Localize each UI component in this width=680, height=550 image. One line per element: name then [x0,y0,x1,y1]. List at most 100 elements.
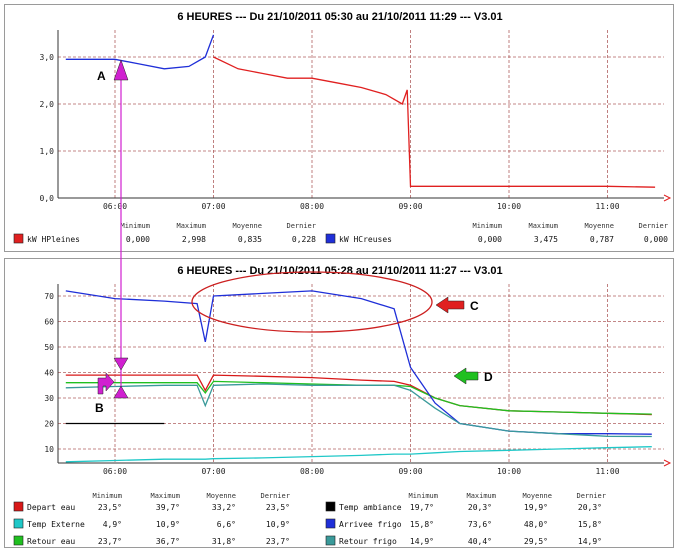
bottom-chart-frame [4,258,674,548]
stat-header: Maximum [528,222,558,230]
stat-header: Moyenne [232,222,262,230]
stat-header: Maximum [176,222,206,230]
y-tick-label: 30 [44,394,54,403]
legend-name: Retour eau [27,537,75,546]
x-tick-label: 07:00 [201,202,225,211]
stat-header: Maximum [466,492,496,500]
stat-header: Maximum [150,492,180,500]
legend-avg-value: 0,835 [238,235,262,244]
stat-header: Moyenne [522,492,552,500]
legend-last-value: 20,3° [578,503,602,512]
legend-last-value: 10,9° [266,520,290,529]
series-line-kw-hcreuses [65,34,215,70]
annotation-label-c: C [470,299,479,313]
annotations: A B C D [95,59,493,415]
legend-avg-value: 19,9° [524,503,548,512]
legend-max-value: 20,3° [468,503,492,512]
y-tick-label: 10 [44,445,54,454]
legend-swatch [325,501,336,512]
stat-header: Dernier [638,222,668,230]
stat-header: Dernier [260,492,290,500]
legend-swatch [13,501,24,512]
legend-avg-value: 48,0° [524,520,548,529]
legend-min-value: 4,9° [103,520,122,529]
legend-name: Retour frigo [339,537,397,546]
legend-swatch [13,233,24,244]
stat-header: Minimum [92,492,122,500]
legend-last-value: 23,7° [266,537,290,546]
series-line-depart-eau [65,374,652,416]
annotation-label-a: A [97,69,106,83]
legend-max-value: 3,475 [534,235,558,244]
legend-swatch [13,518,24,529]
legend-last-value: 15,8° [578,520,602,529]
legend-last-value: 23,5° [266,503,290,512]
legend-name: kW HPleines [27,235,80,244]
x-tick-label: 08:00 [300,202,324,211]
legend-min-value: 23,7° [98,537,122,546]
bottom-chart-title: 6 HEURES --- Du 21/10/2011 05:28 au 21/1… [177,265,502,277]
x-tick-label: 06:00 [103,202,127,211]
annotation-arrow-d [453,367,479,385]
bottom-chart: 06:00 07:00 08:00 09:00 10:00 11:00 10 20 30 40 50… [13,284,672,546]
legend-min-value: 14,9° [410,537,434,546]
top-chart: 06:00 07:00 08:00 09:00 10:00 11:00 0,0 1,0 2,0 3… [13,30,672,244]
y-tick-label: 1,0 [40,147,55,156]
y-tick-label: 70 [44,292,54,301]
legend-name: kW HCreuses [339,235,392,244]
top-chart-frame [4,4,674,252]
legend-max-value: 73,6° [468,520,492,529]
y-tick-label: 20 [44,420,54,429]
y-tick-label: 2,0 [40,100,55,109]
y-tick-label: 3,0 [40,53,55,62]
series-line-temp-externe [65,446,652,463]
x-tick-label: 10:00 [497,202,521,211]
x-tick-label: 06:00 [103,467,127,476]
legend-avg-value: 6,6° [217,520,236,529]
stat-header: Moyenne [584,222,614,230]
legend-name: Temp ambiance [339,503,402,512]
top-chart-title: 6 HEURES --- Du 21/10/2011 05:30 au 21/1… [177,11,502,23]
legend-max-value: 10,9° [156,520,180,529]
legend-min-value: 23,5° [98,503,122,512]
x-tick-label: 07:00 [201,467,225,476]
legend-name: Arrivee frigo [339,520,402,529]
x-tick-label: 11:00 [595,467,619,476]
legend-swatch [325,233,336,244]
legend-avg-value: 33,2° [212,503,236,512]
legend-max-value: 36,7° [156,537,180,546]
legend-min-value: 19,7° [410,503,434,512]
x-tick-label: 08:00 [300,467,324,476]
annotation-arrow-b-down [113,357,129,371]
legend-min-value: 0,000 [126,235,150,244]
annotation-bent-arrow-b [97,372,115,395]
legend-name: Depart eau [27,503,75,512]
annotation-arrow-b-up [113,385,129,399]
y-tick-label: 0,0 [40,194,55,203]
annotation-arrow-a [113,59,129,81]
x-tick-label: 10:00 [497,467,521,476]
legend-max-value: 40,4° [468,537,492,546]
stat-header: Minimum [120,222,150,230]
annotation-label-d: D [484,370,493,384]
y-tick-label: 50 [44,343,54,352]
x-axis-arrow [663,194,672,202]
annotation-label-b: B [95,401,104,415]
legend-avg-value: 29,5° [524,537,548,546]
series-line-retour-frigo [65,383,652,438]
y-tick-label: 60 [44,318,54,327]
stat-header: Minimum [408,492,438,500]
legend-min-value: 15,8° [410,520,434,529]
annotation-arrow-c [435,296,465,314]
x-tick-label: 09:00 [398,467,422,476]
legend-avg-value: 0,787 [590,235,614,244]
stat-header: Dernier [576,492,606,500]
annotation-ellipse [191,271,433,333]
legend-min-value: 0,000 [478,235,502,244]
legend-swatch [13,535,24,546]
legend-avg-value: 31,8° [212,537,236,546]
series-line-kw-hpleines [213,56,656,188]
legend-last-value: 0,000 [644,235,668,244]
